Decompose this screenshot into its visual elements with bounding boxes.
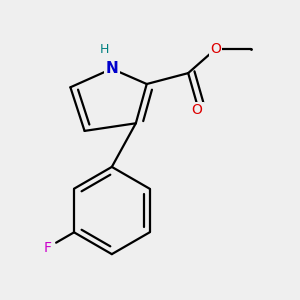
- Text: F: F: [44, 241, 52, 255]
- Text: N: N: [106, 61, 118, 76]
- Text: H: H: [100, 43, 109, 56]
- Text: O: O: [210, 42, 221, 56]
- Text: O: O: [191, 103, 202, 117]
